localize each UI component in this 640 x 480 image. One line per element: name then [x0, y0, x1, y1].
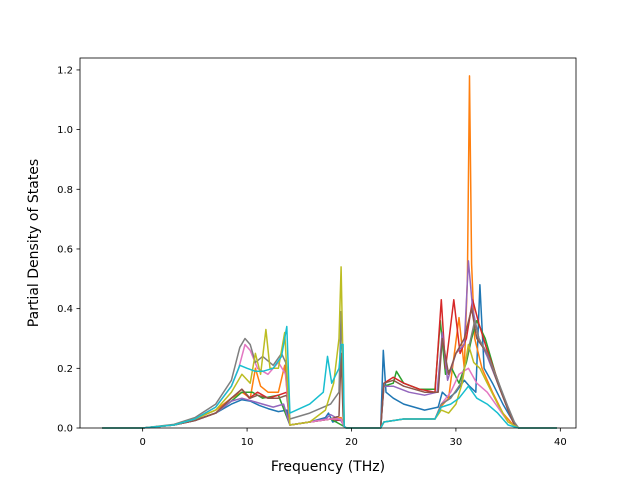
x-tick-label: 20	[345, 437, 358, 448]
series-line-9	[102, 266, 557, 429]
y-tick-label: 0.8	[57, 185, 73, 196]
y-tick-label: 1.0	[57, 125, 73, 136]
y-tick-label: 0.2	[57, 364, 73, 375]
y-tick-label: 0.0	[57, 424, 73, 435]
x-axis-label: Frequency (THz)	[271, 459, 385, 475]
y-tick-label: 1.2	[57, 65, 73, 76]
x-tick-label: 30	[450, 437, 463, 448]
x-tick-label: 10	[241, 437, 254, 448]
y-tick-label: 0.6	[57, 244, 73, 255]
x-axis-ticks: 0 10 20 30 40	[139, 428, 567, 448]
series-line-10	[102, 325, 557, 429]
axes-frame	[79, 57, 577, 429]
x-tick-label: 40	[554, 437, 567, 448]
plot-area	[80, 58, 576, 428]
y-axis-ticks: 0.0 0.2 0.4 0.6 0.8 1.0 1.2	[57, 65, 80, 435]
y-axis-label: Partial Density of States	[26, 159, 42, 327]
x-tick-label: 0	[139, 437, 145, 448]
y-tick-label: 0.4	[57, 304, 73, 315]
